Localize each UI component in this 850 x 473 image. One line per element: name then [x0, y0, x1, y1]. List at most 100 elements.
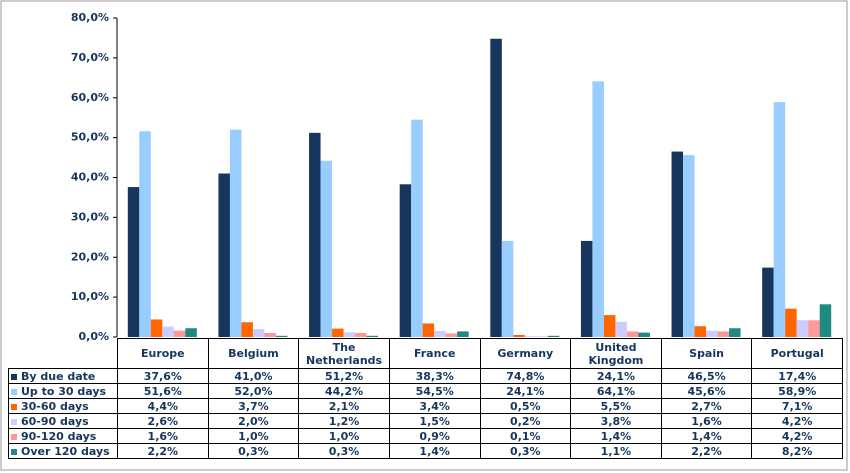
bar — [717, 331, 730, 337]
value-label: 37,6% — [117, 368, 209, 384]
category-label: Spain — [660, 338, 753, 369]
value-label: 1,6% — [660, 413, 753, 429]
y-tick-label: 70,0% — [71, 51, 109, 64]
bar — [252, 329, 265, 337]
bar — [580, 240, 593, 337]
bar — [524, 336, 537, 337]
value-label: 0,2% — [479, 413, 572, 429]
legend-swatch — [11, 448, 17, 455]
bar — [355, 333, 367, 337]
y-tick-label: 80,0% — [71, 11, 109, 24]
bar — [150, 319, 163, 337]
value-label: 44,2% — [298, 383, 390, 399]
bar — [785, 308, 797, 337]
bar — [615, 321, 627, 337]
value-label: 5,5% — [570, 398, 662, 414]
value-label: 1,0% — [298, 428, 390, 444]
bar — [411, 119, 423, 338]
value-label: 4,4% — [117, 398, 209, 414]
series-row: 90-120 days 1,6% 1,0% 1,0% 0,9% 0,1% 1,4% 1,4% 4… — [8, 428, 843, 444]
bar — [490, 38, 502, 338]
legend-entry: 90-120 days — [8, 428, 118, 444]
value-label: 45,6% — [660, 383, 753, 399]
bar — [729, 328, 741, 337]
value-label: 3,7% — [207, 398, 300, 414]
value-label: 54,5% — [388, 383, 481, 399]
legend-swatch — [11, 403, 17, 410]
value-label: 38,3% — [388, 368, 481, 384]
value-label: 4,2% — [751, 413, 843, 429]
legend-entry: 30-60 days — [8, 398, 118, 414]
bar — [366, 335, 379, 337]
bar — [343, 332, 356, 337]
bar — [127, 187, 140, 337]
y-tick-label: 60,0% — [71, 91, 109, 104]
bar — [320, 160, 333, 337]
value-label: 0,3% — [479, 443, 572, 459]
y-tick-label: 40,0% — [71, 171, 109, 184]
value-label: 41,0% — [207, 368, 300, 384]
y-tick-label: 0,0% — [78, 330, 109, 343]
legend-swatch — [11, 388, 17, 395]
legend-entry: 60-90 days — [8, 413, 118, 429]
legend-label: Up to 30 days — [21, 384, 107, 398]
value-label: 1,6% — [117, 428, 209, 444]
value-label: 2,0% — [207, 413, 300, 429]
bar — [638, 332, 650, 337]
legend-label: Over 120 days — [21, 444, 110, 458]
value-label: 2,6% — [117, 413, 209, 429]
bar — [592, 81, 604, 338]
category-label: Europe — [117, 338, 209, 369]
series-row: By due date 37,6% 41,0% 51,2% 38,3% 74,8% 24,1… — [8, 368, 843, 384]
bar — [275, 335, 288, 337]
bar — [773, 102, 786, 337]
bar — [683, 155, 695, 337]
value-label: 1,0% — [207, 428, 300, 444]
value-label: 0,3% — [298, 443, 390, 459]
value-label: 1,2% — [298, 413, 390, 429]
bar — [332, 328, 344, 337]
value-label: 74,8% — [479, 368, 572, 384]
bar — [501, 240, 514, 337]
value-label: 24,1% — [479, 383, 572, 399]
bar — [513, 335, 525, 337]
value-label: 1,1% — [570, 443, 662, 459]
bar — [218, 173, 230, 337]
bar — [547, 335, 560, 337]
value-label: 1,4% — [388, 443, 481, 459]
legend-swatch — [11, 433, 17, 440]
series-row: Over 120 days 2,2% 0,3% 0,3% 1,4% 0,3% 1,1% 2,2… — [8, 443, 843, 459]
bar — [241, 322, 253, 337]
bar — [173, 330, 186, 337]
category-label: The Netherlands — [298, 338, 390, 369]
value-label: 51,6% — [117, 383, 209, 399]
bar — [626, 331, 639, 337]
series-row: 60-90 days 2,6% 2,0% 1,2% 1,5% 0,2% 3,8% 1,6% 4,… — [8, 413, 843, 429]
value-label: 1,4% — [570, 428, 662, 444]
y-tick-label: 50,0% — [71, 131, 109, 144]
legend-entry: Up to 30 days — [8, 383, 118, 399]
legend-label: 90-120 days — [21, 429, 97, 443]
legend-swatch — [11, 418, 17, 425]
bar — [399, 184, 412, 337]
value-label: 17,4% — [751, 368, 843, 384]
legend-label: By due date — [21, 369, 96, 383]
value-label: 1,4% — [660, 428, 753, 444]
value-label: 7,1% — [751, 398, 843, 414]
value-label: 3,8% — [570, 413, 662, 429]
value-label: 0,9% — [388, 428, 481, 444]
bar — [694, 326, 707, 337]
value-label: 1,5% — [388, 413, 481, 429]
category-label: France — [388, 338, 481, 369]
legend-entry: By due date — [8, 368, 118, 384]
value-label: 0,1% — [479, 428, 572, 444]
bar — [309, 132, 321, 337]
blank-cell — [9, 339, 118, 369]
bar — [706, 330, 718, 337]
value-label: 0,3% — [207, 443, 300, 459]
legend-swatch — [11, 373, 17, 380]
value-label: 4,2% — [751, 428, 843, 444]
